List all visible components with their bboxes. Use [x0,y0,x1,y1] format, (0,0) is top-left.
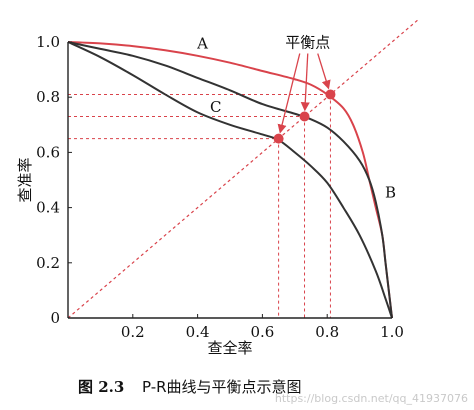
y-tick-labels: 0 0.2 0.4 0.6 0.8 1.0 [36,33,72,327]
y-tick-label: 1.0 [36,33,60,51]
annotation-arrow [317,53,331,90]
break-even-point [273,133,284,144]
watermark-text: https://blog.csdn.net/qq_41937076 [275,392,468,405]
pr-curve-b [67,41,393,319]
y-axis-title: 查准率 [16,157,34,202]
diagonal-line-layer [67,19,419,319]
annotation-label: 平衡点 [285,34,330,52]
x-tick-label: 0.8 [315,323,339,341]
x-tick-labels: 0.2 0.4 0.6 0.8 1.0 [121,314,404,341]
annotation-arrow [277,53,301,134]
annotation-arrow [300,53,310,112]
x-tick-label: 0.4 [186,323,210,341]
curve-labels: A C B [196,34,396,201]
y-tick-label: 0.2 [36,254,60,272]
break-even-guide-lines [68,93,331,318]
x-tick-label: 0.2 [121,323,145,341]
break-even-point [299,111,310,122]
curve-label-c: C [210,98,221,116]
annotation-arrows [277,53,331,134]
figure-caption-number: 图 2.3 [78,378,124,396]
break-even-points [273,89,336,144]
y-tick-label: 0.4 [36,199,60,217]
diagonal-line [67,19,419,319]
break-even-point [325,89,336,100]
x-tick-label: 0.6 [250,323,274,341]
x-axis-title: 查全率 [207,339,252,357]
x-tick-label: 1.0 [380,323,404,341]
y-tick-label: 0.6 [36,143,60,161]
y-tick-label: 0 [50,309,60,327]
curve-label-b: B [385,183,396,201]
pr-curve-c [67,41,393,319]
curve-label-a: A [196,34,208,52]
y-tick-label: 0.8 [36,88,60,106]
figure-caption-text: P-R曲线与平衡点示意图 [142,378,302,396]
